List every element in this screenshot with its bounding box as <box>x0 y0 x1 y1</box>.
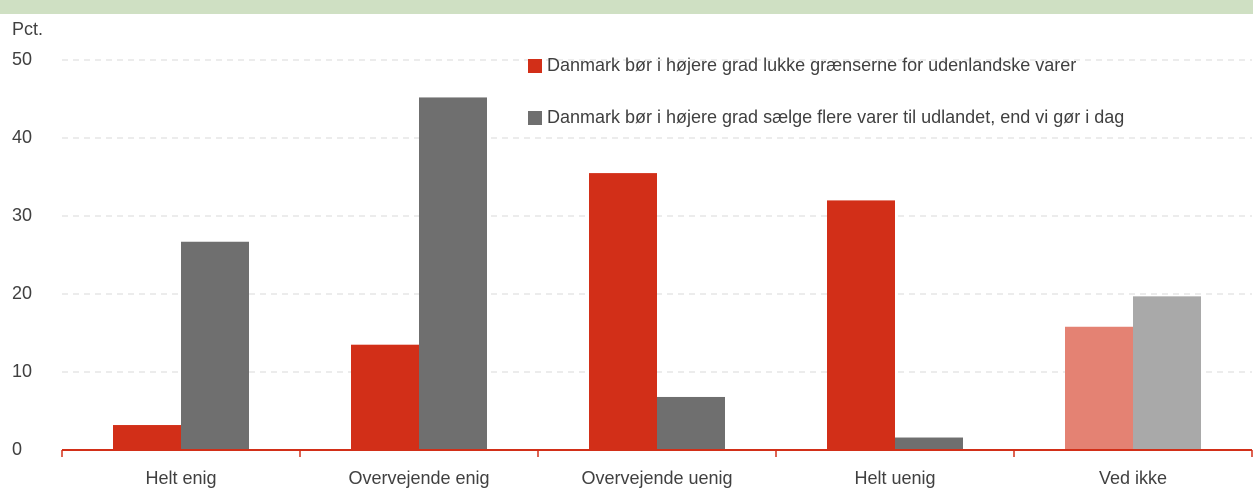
bar <box>181 241 249 450</box>
legend-swatch <box>528 59 542 73</box>
y-tick-label: 20 <box>12 283 32 303</box>
x-tick-label: Ved ikke <box>1099 468 1167 488</box>
x-tick-label: Helt uenig <box>854 468 935 488</box>
bar <box>827 200 895 450</box>
bar <box>1133 296 1201 450</box>
x-tick-label: Helt enig <box>145 468 216 488</box>
header-band <box>0 0 1253 14</box>
y-tick-label: 40 <box>12 127 32 147</box>
legend-swatch <box>528 111 542 125</box>
y-tick-label: 0 <box>12 439 22 459</box>
y-tick-label: 10 <box>12 361 32 381</box>
y-tick-label: 30 <box>12 205 32 225</box>
legend-label: Danmark bør i højere grad sælge flere va… <box>547 107 1124 127</box>
x-tick-label: Overvejende uenig <box>581 468 732 488</box>
bar <box>895 437 963 450</box>
bar <box>657 396 725 450</box>
x-tick-label: Overvejende enig <box>348 468 489 488</box>
y-tick-label: 50 <box>12 49 32 69</box>
legend-label: Danmark bør i højere grad lukke grænsern… <box>547 55 1076 75</box>
bar <box>351 344 419 450</box>
bar <box>1065 326 1133 450</box>
bar <box>419 97 487 450</box>
y-axis-label: Pct. <box>12 19 43 39</box>
bar <box>589 173 657 450</box>
bar <box>113 425 181 450</box>
